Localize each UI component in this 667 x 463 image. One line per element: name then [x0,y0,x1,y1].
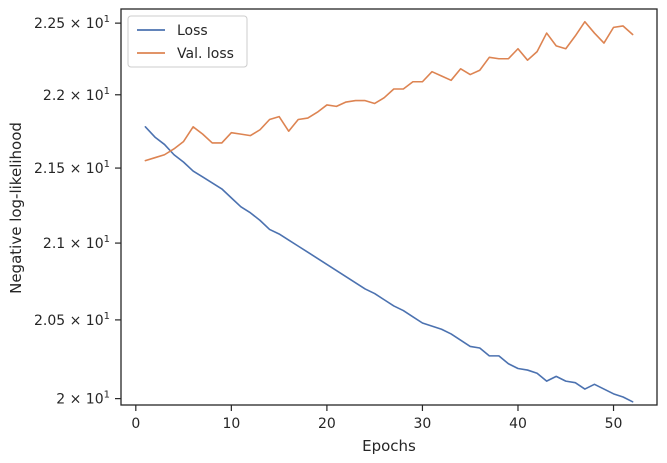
axes-layer: 0 10 20 30 40 50 2 × 101 2.05 × 101 2.1 × 101 2.1… [34,8,658,432]
legend-label-1: Val. loss [177,46,234,62]
legend: Loss Val. loss [127,15,248,68]
x-tick-label: 30 [414,416,432,432]
x-tick-label: 20 [318,416,336,432]
y-axis-title: Negative log-likelihood [7,122,25,294]
plot-frame [120,8,658,406]
x-axis-title: Epochs [362,437,416,455]
x-tick-label: 0 [131,416,140,432]
y-tick-label: 2.2 × 101 [43,86,110,104]
y-tick-label: 2.1 × 101 [43,234,110,252]
series-line-1 [144,20,634,162]
series-line-0 [144,126,634,403]
y-tick-label: 2.15 × 101 [34,159,110,177]
legend-box [127,15,248,68]
x-tick-label: 40 [509,416,527,432]
y-tick-label: 2.05 × 101 [34,311,110,329]
series-layer [144,20,634,403]
x-tick-label: 10 [222,416,240,432]
y-tick-label: 2.25 × 101 [34,14,110,32]
legend-label-0: Loss [177,23,208,39]
x-tick-label: 50 [605,416,623,432]
y-tick-label: 2 × 101 [56,390,110,408]
